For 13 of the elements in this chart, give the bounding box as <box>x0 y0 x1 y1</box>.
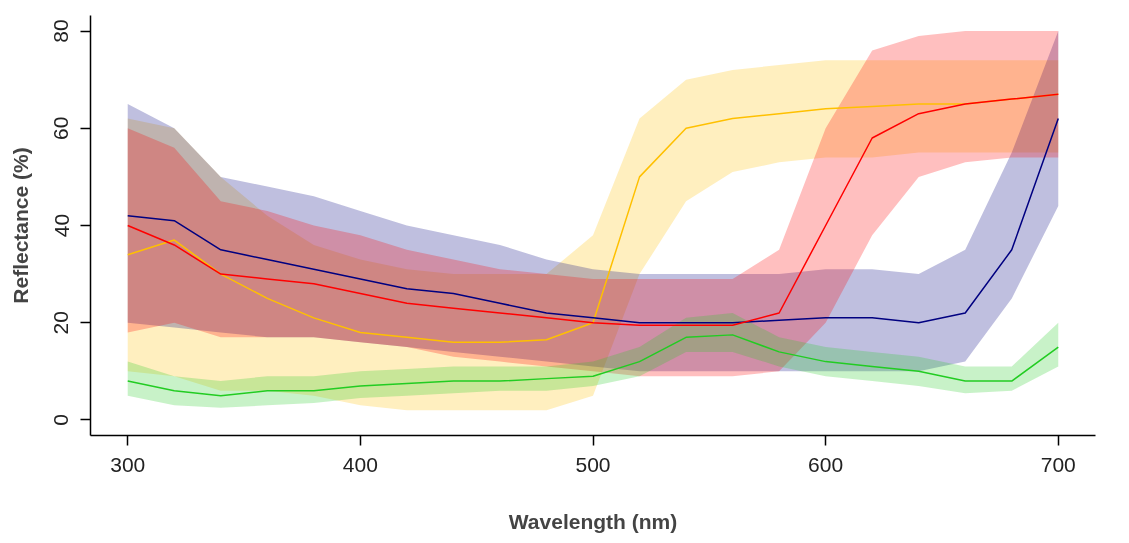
y-tick-label: 80 <box>49 19 73 43</box>
line-series <box>126 334 1060 397</box>
x-axis-title: Wavelength (nm) <box>508 509 678 533</box>
x-tick-label: 300 <box>110 452 146 476</box>
x-tick-label: 600 <box>808 452 844 476</box>
y-axis-title: Reflectance (%) <box>8 147 32 304</box>
x-tick-label: 700 <box>1040 452 1076 476</box>
x-tick-label: 500 <box>575 452 611 476</box>
y-tick-label: 20 <box>49 311 73 335</box>
y-tick-label: 0 <box>49 414 73 426</box>
y-tick-label: 40 <box>49 213 73 238</box>
x-tick-label: 400 <box>342 452 378 476</box>
y-tick-label: 60 <box>49 116 73 140</box>
